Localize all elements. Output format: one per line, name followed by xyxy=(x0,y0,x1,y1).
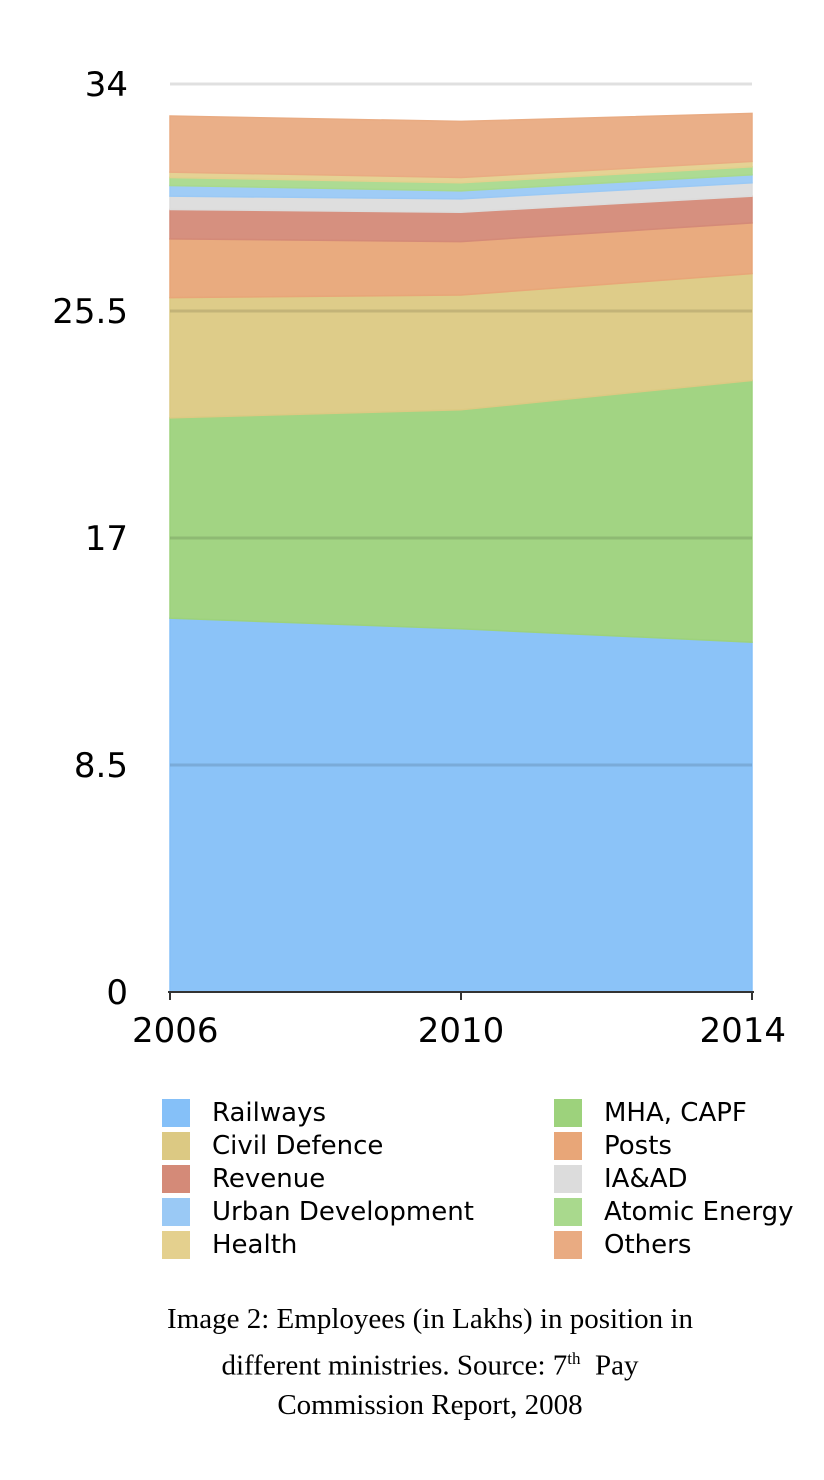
legend-item: Civil Defence xyxy=(162,1131,383,1161)
legend-item: IA&AD xyxy=(554,1164,688,1194)
chart-plot: 0 8.5 17 25.5 34 2006 2010 2014 xyxy=(52,65,786,1051)
caption-line-2: different ministries. Source: 7th Pay xyxy=(221,1349,639,1382)
area-mha-capf xyxy=(169,379,753,643)
legend-swatch xyxy=(162,1231,190,1259)
legend-swatch xyxy=(554,1231,582,1259)
legend-label: IA&AD xyxy=(604,1164,688,1194)
x-tick-label: 2014 xyxy=(699,1011,786,1051)
legend-swatch xyxy=(554,1099,582,1127)
legend-swatch xyxy=(162,1132,190,1160)
area-others xyxy=(169,112,753,179)
figure-caption: Image 2: Employees (in Lakhs) in positio… xyxy=(100,1300,760,1425)
legend-item: Atomic Energy xyxy=(554,1197,794,1227)
legend-item: MHA, CAPF xyxy=(554,1098,747,1128)
x-tick-label: 2010 xyxy=(418,1011,505,1051)
area-railways xyxy=(169,617,753,993)
legend-item: Urban Development xyxy=(162,1197,474,1227)
legend-label: Railways xyxy=(212,1098,327,1128)
legend-item: Railways xyxy=(162,1098,326,1128)
legend-label: Posts xyxy=(604,1131,672,1161)
y-tick-label: 8.5 xyxy=(74,746,128,786)
y-tick-label: 34 xyxy=(85,65,128,105)
legend-item: Revenue xyxy=(162,1164,325,1194)
caption-line-3: Commission Report, 2008 xyxy=(277,1388,583,1421)
legend-swatch xyxy=(162,1198,190,1226)
legend-label: Urban Development xyxy=(212,1197,474,1227)
caption-line-1: Image 2: Employees (in Lakhs) in positio… xyxy=(167,1303,693,1335)
y-tick-label: 25.5 xyxy=(52,292,128,332)
x-tick-label: 2006 xyxy=(132,1011,219,1051)
y-tick-label: 0 xyxy=(106,973,128,1013)
legend-swatch xyxy=(554,1132,582,1160)
legend-swatch xyxy=(554,1165,582,1193)
legend-label: MHA, CAPF xyxy=(604,1098,747,1128)
legend-swatch xyxy=(162,1099,190,1127)
legend-label: Civil Defence xyxy=(212,1131,384,1161)
legend-item: Health xyxy=(162,1230,297,1260)
legend-label: Revenue xyxy=(212,1164,326,1194)
legend-label: Atomic Energy xyxy=(604,1197,794,1227)
legend-label: Health xyxy=(212,1230,298,1260)
legend-item: Posts xyxy=(554,1131,672,1161)
legend-item: Others xyxy=(554,1230,691,1260)
legend-label: Others xyxy=(604,1230,692,1260)
legend-swatch xyxy=(162,1165,190,1193)
legend-swatch xyxy=(554,1198,582,1226)
y-tick-label: 17 xyxy=(85,519,128,559)
